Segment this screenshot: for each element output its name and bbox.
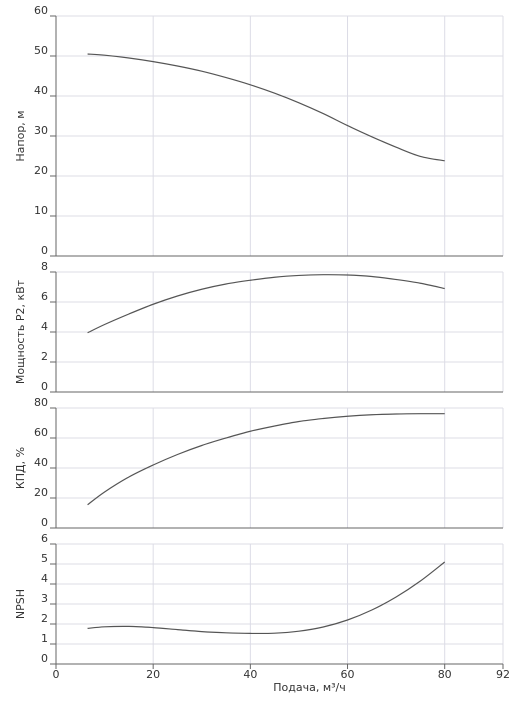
y-tick-label: 6 [41, 290, 48, 303]
y-tick-label: 20 [34, 486, 48, 499]
series-line [87, 413, 445, 506]
y-tick-label: 2 [41, 350, 48, 363]
y-tick-label: 6 [41, 532, 48, 545]
y-tick-label: 0 [41, 516, 48, 529]
y-tick-label: 10 [34, 204, 48, 217]
y-tick-label: 60 [34, 426, 48, 439]
series-line [87, 561, 446, 635]
y-tick-label: 20 [34, 164, 48, 177]
x-tick-label: 80 [438, 668, 452, 681]
chart-panel-2: 0 2 4 6 8 Мощность P2, кВт [14, 260, 504, 393]
chart-panel-4: 0 1 2 3 4 5 6 NPSH 0 20 40 60 80 92 Подача, м³/ч [14, 532, 510, 694]
x-axis-title: Подача, м³/ч [273, 681, 346, 694]
y-axis-title: Напор, м [14, 110, 27, 161]
x-tick-label: 60 [341, 668, 355, 681]
y-axis-title: NPSH [14, 589, 27, 619]
y-tick-label: 0 [41, 652, 48, 665]
y-tick-label: 80 [34, 396, 48, 409]
y-tick-label: 0 [41, 244, 48, 257]
series-line [87, 53, 445, 162]
y-axis-title: Мощность P2, кВт [14, 279, 27, 384]
y-axis-title: КПД, % [14, 447, 27, 489]
x-tick-label: 92 [496, 668, 510, 681]
series-line [87, 274, 445, 334]
y-tick-label: 0 [41, 380, 48, 393]
y-tick-label: 2 [41, 612, 48, 625]
y-tick-label: 4 [41, 572, 48, 585]
y-tick-label: 5 [41, 552, 48, 565]
y-tick-label: 4 [41, 320, 48, 333]
chart-panel-3: 0 20 40 60 80 КПД, % [14, 396, 504, 529]
y-tick-label: 40 [34, 84, 48, 97]
y-tick-label: 3 [41, 592, 48, 605]
y-tick-label: 50 [34, 44, 48, 57]
chart-panel-1: 0 10 20 30 40 50 60 Напор, м [14, 4, 504, 257]
x-tick-label: 0 [53, 668, 60, 681]
y-tick-label: 8 [41, 260, 48, 273]
y-tick-label: 60 [34, 4, 48, 17]
x-tick-label: 40 [243, 668, 257, 681]
y-tick-label: 1 [41, 632, 48, 645]
y-tick-label: 30 [34, 124, 48, 137]
y-tick-label: 40 [34, 456, 48, 469]
x-tick-label: 20 [146, 668, 160, 681]
